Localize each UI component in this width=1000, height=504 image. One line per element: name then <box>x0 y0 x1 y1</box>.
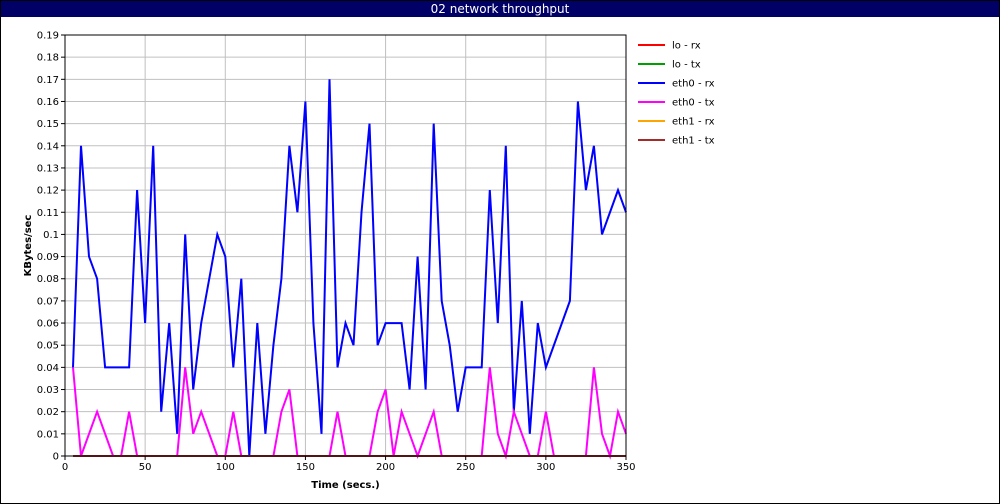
y-tick-label: 0.16 <box>37 97 59 108</box>
y-tick-label: 0.02 <box>37 407 59 418</box>
y-tick-label: 0.1 <box>43 230 59 241</box>
y-tick-label: 0.07 <box>37 296 59 307</box>
y-tick-label: 0.03 <box>37 385 59 396</box>
chart-title: 02 network throughput <box>1 1 999 17</box>
x-tick-label: 100 <box>216 462 235 473</box>
y-tick-label: 0.14 <box>37 141 59 152</box>
y-tick-label: 0.05 <box>37 341 59 352</box>
y-tick-label: 0.13 <box>37 163 59 174</box>
y-tick-label: 0.12 <box>37 186 59 197</box>
legend-label: lo - rx <box>672 41 701 52</box>
y-tick-label: 0.08 <box>37 274 59 285</box>
y-axis-label: KBytes/sec <box>23 215 34 277</box>
y-tick-label: 0.18 <box>37 53 59 64</box>
tick-labels: 0 0.01 0.02 0.03 0.04 0.05 0.06 0.07 0.08 0.09 0.1… <box>37 31 636 474</box>
y-tick-label: 0.09 <box>37 252 59 263</box>
legend-label: eth1 - tx <box>672 136 715 147</box>
y-tick-label: 0.06 <box>37 319 59 330</box>
y-tick-label: 0.15 <box>37 119 59 130</box>
x-tick-label: 0 <box>62 462 68 473</box>
x-tick-label: 150 <box>296 462 315 473</box>
legend-label: eth1 - rx <box>672 117 715 128</box>
y-tick-label: 0.17 <box>37 75 59 86</box>
axes <box>61 34 627 460</box>
x-tick-label: 300 <box>536 462 555 473</box>
plot-border <box>64 34 627 457</box>
series-line-eth0-rx <box>72 79 627 457</box>
legend-label: eth0 - tx <box>672 98 715 109</box>
legend-label: eth0 - rx <box>672 79 715 90</box>
y-tick-label: 0.04 <box>37 363 59 374</box>
y-tick-label: 0 <box>53 452 59 463</box>
y-tick-label: 0.11 <box>37 208 59 219</box>
x-tick-label: 350 <box>616 462 635 473</box>
legend-label: lo - tx <box>672 60 701 71</box>
y-tick-label: 0.01 <box>37 429 59 440</box>
x-tick-label: 250 <box>456 462 475 473</box>
y-tick-label: 0.19 <box>37 31 59 42</box>
x-axis-label: Time (secs.) <box>311 480 380 491</box>
x-tick-label: 200 <box>376 462 395 473</box>
x-tick-label: 50 <box>139 462 152 473</box>
legend: lo - rx lo - tx eth0 - rx eth0 - tx eth1 - r… <box>638 41 715 147</box>
